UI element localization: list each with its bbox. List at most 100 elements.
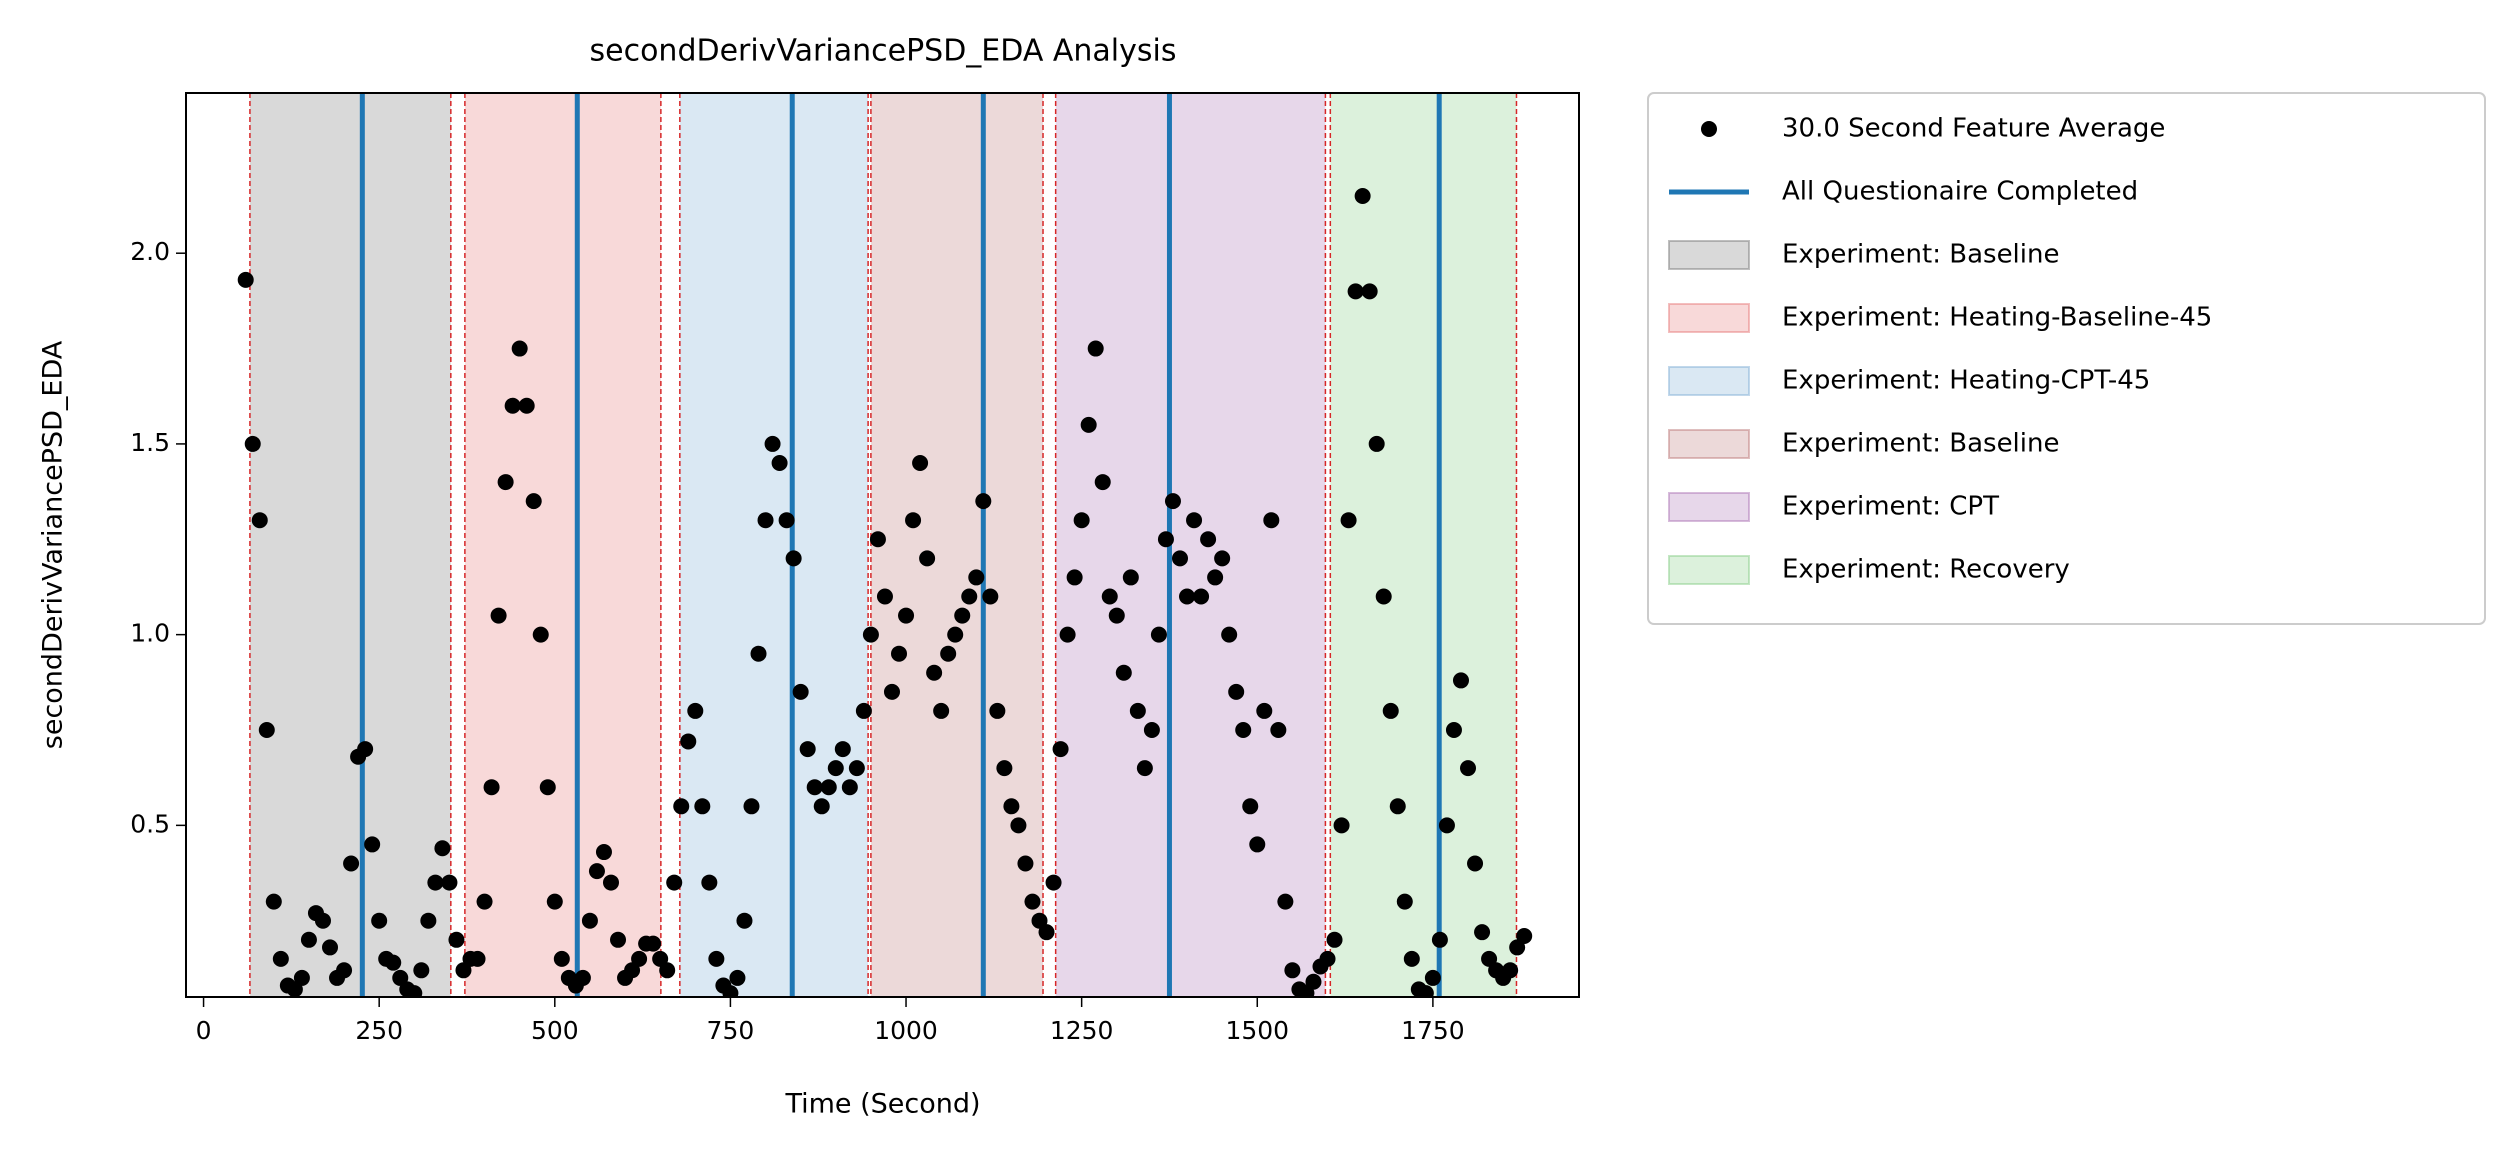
data-point: [1502, 962, 1519, 979]
data-point: [1326, 931, 1343, 948]
data-point: [455, 962, 472, 979]
data-point: [1186, 512, 1203, 529]
data-point: [1481, 950, 1498, 967]
data-point: [1164, 493, 1181, 510]
data-point: [764, 435, 781, 452]
data-point: [736, 912, 753, 929]
data-point: [954, 607, 971, 624]
data-point: [841, 779, 858, 796]
y-tick-label: 2.0: [130, 237, 170, 266]
data-point: [574, 969, 591, 986]
y-tick-label: 0.5: [130, 809, 170, 838]
data-point: [1368, 435, 1385, 452]
data-point: [1108, 607, 1125, 624]
legend-marker: [1668, 240, 1750, 270]
data-point: [251, 512, 268, 529]
span: [464, 93, 661, 997]
data-point: [483, 779, 500, 796]
data-point: [848, 760, 865, 777]
data-point: [820, 779, 837, 796]
data-point: [694, 798, 711, 815]
legend-label: Experiment: Heating-Baseline-45: [1782, 303, 2212, 333]
data-point: [1396, 893, 1413, 910]
data-point: [265, 893, 282, 910]
data-point: [891, 645, 908, 662]
data-point: [834, 741, 851, 758]
x-tick-label: 500: [531, 1016, 579, 1045]
span: [870, 93, 1044, 997]
data-point: [1403, 950, 1420, 967]
data-point: [883, 683, 900, 700]
data-point: [1122, 569, 1139, 586]
data-point: [898, 607, 915, 624]
data-point: [947, 626, 964, 643]
x-tick-label: 250: [355, 1016, 403, 1045]
data-point: [244, 435, 261, 452]
data-point: [1143, 721, 1160, 738]
data-point: [532, 626, 549, 643]
data-point: [919, 550, 936, 567]
data-point: [1256, 702, 1273, 719]
data-point: [1059, 626, 1076, 643]
data-point: [1052, 741, 1069, 758]
data-point: [504, 397, 521, 414]
data-point: [357, 741, 374, 758]
data-point: [631, 950, 648, 967]
x-tick-label: 1000: [874, 1016, 938, 1045]
data-point: [1277, 893, 1294, 910]
data-point: [1445, 721, 1462, 738]
data-point: [406, 985, 423, 997]
chart-title: secondDerivVariancePSD_EDA Analysis: [590, 34, 1177, 69]
legend-label: All Questionaire Completed: [1782, 177, 2138, 207]
data-point: [799, 741, 816, 758]
legend-marker: [1668, 492, 1750, 522]
data-point: [1417, 985, 1434, 997]
data-point: [673, 798, 690, 815]
data-point: [322, 939, 339, 956]
legend-marker: [1668, 429, 1750, 459]
data-point: [1361, 283, 1378, 300]
x-tick-label: 1500: [1225, 1016, 1289, 1045]
data-point: [476, 893, 493, 910]
data-point: [343, 855, 360, 872]
data-point: [546, 893, 563, 910]
data-point: [610, 931, 627, 948]
data-point: [314, 912, 331, 929]
data-point: [1087, 340, 1104, 357]
data-point: [588, 863, 605, 880]
data-point: [1460, 760, 1477, 777]
data-point: [862, 626, 879, 643]
data-point: [1270, 721, 1287, 738]
data-point: [1045, 874, 1062, 891]
data-point: [1207, 569, 1224, 586]
data-point: [680, 733, 697, 750]
data-point: [1066, 569, 1083, 586]
data-point: [1319, 950, 1336, 967]
legend-label: Experiment: Baseline: [1782, 240, 2059, 270]
data-point: [518, 397, 535, 414]
data-point: [392, 969, 409, 986]
data-point: [1263, 512, 1280, 529]
data-point: [385, 954, 402, 971]
data-point: [722, 985, 739, 997]
data-point: [666, 874, 683, 891]
data-point: [757, 512, 774, 529]
data-point: [659, 962, 676, 979]
span: [249, 93, 451, 997]
data-point: [602, 874, 619, 891]
data-point: [1101, 588, 1118, 605]
data-point: [912, 454, 929, 471]
data-point: [940, 645, 957, 662]
data-point: [743, 798, 760, 815]
data-point: [792, 683, 809, 700]
data-point: [1094, 474, 1111, 491]
data-point: [553, 950, 570, 967]
data-point: [1179, 588, 1196, 605]
data-point: [497, 474, 514, 491]
data-point: [645, 935, 662, 952]
data-point: [1235, 721, 1252, 738]
plot-frame: [185, 92, 1580, 998]
data-point: [1340, 512, 1357, 529]
data-point: [525, 493, 542, 510]
legend-label: Experiment: Baseline: [1782, 429, 2059, 459]
